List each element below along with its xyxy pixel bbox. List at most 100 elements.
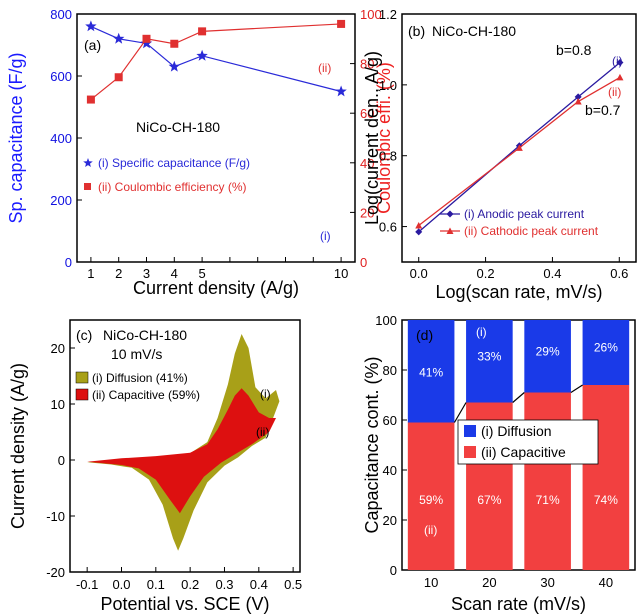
panel-a-y2-tick-label: 60 xyxy=(360,106,374,121)
panel-a-y-tick-label: 800 xyxy=(50,7,72,22)
panel-a-y2-axis-label: Coulombic effi. (%) xyxy=(374,62,394,214)
panel-c-series-i-tag: (i) xyxy=(260,387,271,401)
panel-a-y-tick-label: 0 xyxy=(65,255,72,270)
panel-d-bar-diffusion xyxy=(524,320,571,393)
panel-d-bar-diffusion xyxy=(582,320,630,385)
panel-c-y-tick-label: -10 xyxy=(46,509,65,524)
panel-d-capacitance-contribution-bars: 59% 41% 10 67% 33% 20 71% 29% 30 74% 26% 40 0 20 40 60 8… xyxy=(362,313,636,614)
panel-c-legend-label-capacitive: (ii) Capacitive (59%) xyxy=(92,388,200,402)
panel-b-y-tick-label: 0.8 xyxy=(379,149,397,164)
panel-b-panel-label: (b) xyxy=(408,23,425,39)
panel-d-legend-label-capacitive: (ii) Capacitive xyxy=(481,444,566,460)
panel-a-capacitance-vs-current-density: 1 2 3 4 5 100200400600800020406080100Current … xyxy=(6,7,394,298)
panel-d-connector-line xyxy=(512,392,525,403)
panel-a-legend-label-coulombic: (ii) Coulombic efficiency (%) xyxy=(98,180,246,194)
panel-b-anodic-point xyxy=(574,93,582,101)
panel-b-series-line-cathodic xyxy=(418,76,621,227)
panel-a-x-tick-label: 1 xyxy=(87,266,94,281)
panel-d-bar-diffusion xyxy=(466,320,513,403)
panel-d-x-tick-label: 20 xyxy=(482,575,496,590)
panel-c-y-tick-label: -20 xyxy=(46,565,65,580)
panel-a-series-line-coulombic xyxy=(90,23,342,101)
panel-a-coulombic-point xyxy=(198,27,207,36)
panel-a-y-tick-label: 200 xyxy=(50,193,72,208)
panel-b-x-tick-label: 0.4 xyxy=(543,266,561,281)
panel-b-x-axis-label: Log(scan rate, mV/s) xyxy=(435,282,602,302)
panel-d-y-tick-label: 80 xyxy=(383,363,397,378)
panel-a-series-line-capacitance xyxy=(90,25,342,93)
panel-c-legend-marker-capacitive xyxy=(75,388,89,401)
panel-a-x-tick-label: 3 xyxy=(143,266,150,281)
panel-c-x-tick-label: 0.4 xyxy=(250,577,268,592)
panel-d-value-label-diffusion: 33% xyxy=(477,349,501,363)
panel-d-bar-capacitive xyxy=(524,392,571,570)
panel-d-x-axis-label: Scan rate (mV/s) xyxy=(451,594,586,614)
panel-b-anodic-point xyxy=(616,59,624,67)
panel-d-bar-capacitive xyxy=(582,385,630,570)
panel-d-value-label-capacitive: 71% xyxy=(536,493,560,507)
panel-d-x-tick-label: 10 xyxy=(424,575,438,590)
panel-d-value-label-diffusion: 26% xyxy=(594,341,618,355)
panel-b-y-tick-label: 1.2 xyxy=(379,7,397,22)
panel-b-legend-label-anodic: (i) Anodic peak current xyxy=(464,207,585,221)
panel-b-x-tick-label: 0.0 xyxy=(410,266,428,281)
panel-a-coulombic-point xyxy=(114,73,123,82)
panel-d-connector-line xyxy=(570,384,583,394)
panel-a-capacitance-point xyxy=(168,60,180,72)
panel-c-panel-label: (c) xyxy=(76,327,92,343)
panel-a-x-axis-label: Current density (A/g) xyxy=(133,278,299,298)
panel-b-frame xyxy=(401,13,637,263)
panel-c-x-axis-label: Potential vs. SCE (V) xyxy=(100,594,269,614)
panel-d-y-tick-label: 0 xyxy=(390,563,397,578)
panel-c-x-tick-label: 0.3 xyxy=(215,577,233,592)
panel-d-connector-line xyxy=(453,402,467,423)
panel-a-capacitance-point xyxy=(113,32,125,44)
panel-a-coulombic-point xyxy=(142,34,151,43)
panel-b-x-tick-label: 0.6 xyxy=(610,266,628,281)
panel-a-y-tick-label: 400 xyxy=(50,131,72,146)
panel-a-capacitance-point xyxy=(140,37,153,49)
panel-c-y-tick-label: 0 xyxy=(58,453,65,468)
panel-b-x-tick-label: 0.2 xyxy=(477,266,495,281)
panel-b-log-current-vs-log-scan-rate: 0.0 0.2 0.4 0.6 0.6 0.8 1.0 1.2 Log(scan rate, m… xyxy=(362,7,637,302)
panel-a-y2-tick-label: 20 xyxy=(360,205,374,220)
panel-a-y2-tick-label: 40 xyxy=(360,156,374,171)
panel-a-sample-annotation: NiCo-CH-180 xyxy=(136,119,220,135)
panel-d-y-tick-label: 100 xyxy=(375,313,397,328)
panel-c-frame xyxy=(69,319,301,573)
panel-a-legend-marker-coulombic xyxy=(84,183,91,190)
panel-c-x-tick-label: -0.1 xyxy=(76,577,98,592)
panel-a-y-tick-label: 600 xyxy=(50,69,72,84)
panel-d-series-ii-tag: (ii) xyxy=(424,523,437,537)
panel-d-value-label-capacitive: 67% xyxy=(477,493,501,507)
panel-b-series-line-anodic xyxy=(418,62,621,233)
panel-c-x-tick-label: 0.5 xyxy=(284,577,302,592)
panel-c-series-ii-tag: (ii) xyxy=(256,425,269,439)
panel-d-y-tick-label: 40 xyxy=(383,463,397,478)
panel-d-legend-marker-capacitive xyxy=(464,446,476,458)
panel-c-scan-rate-annotation: 10 mV/s xyxy=(111,346,162,362)
panel-d-y-axis-label: Capacitance cont. (%) xyxy=(362,356,382,533)
panel-a-y2-tick-label: 0 xyxy=(360,255,367,270)
panel-d-value-label-capacitive: 74% xyxy=(594,493,618,507)
panel-a-legend-marker-capacitance xyxy=(83,158,93,167)
panel-d-frame xyxy=(401,319,636,571)
panel-d-bar-diffusion xyxy=(407,320,455,423)
panel-d-x-tick-label: 40 xyxy=(599,575,613,590)
panel-d-value-label-diffusion: 29% xyxy=(536,344,560,358)
panel-b-series-i-tag: (i) xyxy=(612,54,623,68)
panel-d-legend-marker-diffusion xyxy=(464,425,476,437)
panel-c-legend-marker-diffusion xyxy=(75,371,89,384)
panel-a-coulombic-point xyxy=(337,19,346,28)
panel-c-y-axis-label: Current density (A/g) xyxy=(8,363,28,529)
panel-a-legend-label-capacitance: (i) Specific capacitance (F/g) xyxy=(98,156,250,170)
panel-b-slope-label-anodic: b=0.8 xyxy=(556,42,592,58)
panel-c-sample-annotation: NiCo-CH-180 xyxy=(103,327,187,343)
panel-b-cathodic-point xyxy=(574,98,582,105)
panel-a-series-i-tag: (i) xyxy=(320,229,331,243)
panel-b-y-tick-label: 0.6 xyxy=(379,220,397,235)
panel-a-x-tick-label: 5 xyxy=(198,266,205,281)
panel-b-legend-marker-anodic xyxy=(446,210,454,218)
panel-b-slope-label-cathodic: b=0.7 xyxy=(585,102,621,118)
